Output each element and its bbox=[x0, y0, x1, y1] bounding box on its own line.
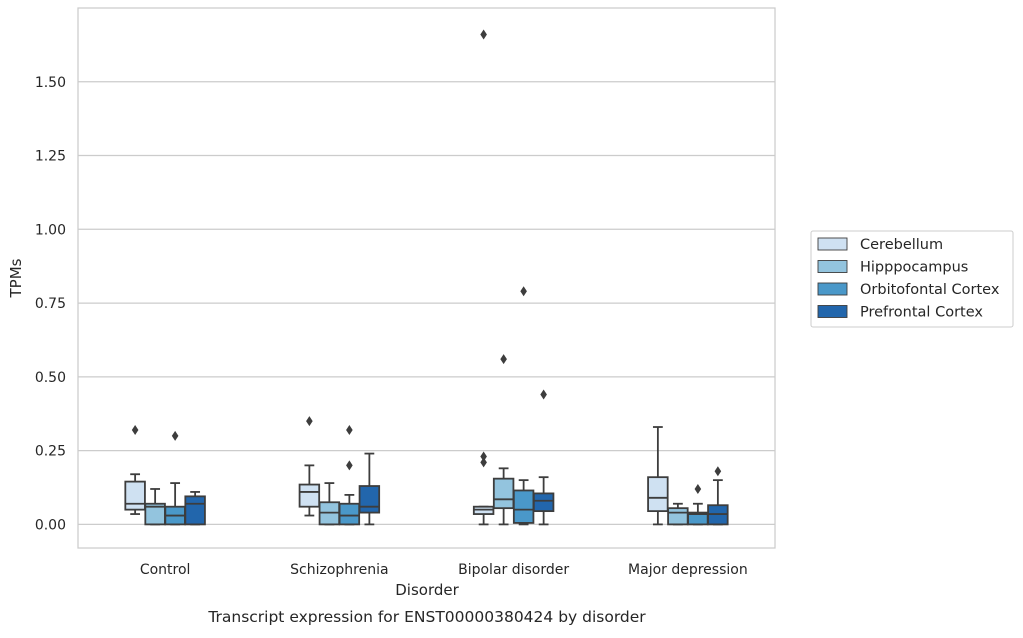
box-prefrontal-cortex bbox=[532, 389, 555, 526]
box-hipppocampus bbox=[667, 502, 689, 526]
y-tick-label: 1.25 bbox=[35, 149, 66, 165]
box-cerebellum bbox=[124, 424, 146, 515]
y-tick-label: 1.00 bbox=[35, 222, 66, 238]
box-iqr bbox=[358, 485, 381, 514]
outlier-point bbox=[520, 286, 527, 297]
legend-swatch bbox=[817, 305, 848, 318]
y-tick-label: 0.00 bbox=[35, 517, 66, 533]
y-tick-label: 0.75 bbox=[35, 296, 66, 312]
legend-label: Hipppocampus bbox=[860, 260, 968, 276]
x-tick-label: Control bbox=[140, 562, 191, 578]
x-tick-label: Schizophrenia bbox=[290, 562, 388, 578]
outlier-point bbox=[480, 451, 487, 462]
legend-frame bbox=[810, 230, 1014, 328]
x-tick-labels: Control Schizophrenia Bipolar disorder Majo… bbox=[140, 562, 748, 578]
outlier-point bbox=[131, 424, 139, 435]
outlier-point bbox=[540, 389, 547, 400]
x-axis-label: Disorder bbox=[395, 581, 459, 599]
outlier-point bbox=[480, 29, 487, 40]
y-tick-label: 0.25 bbox=[35, 444, 66, 460]
outlier-point bbox=[346, 424, 353, 435]
box-iqr bbox=[667, 507, 689, 526]
legend-items: Cerebellum Hipppocampus Orbitofontal Corte… bbox=[817, 237, 1000, 321]
box-cerebellum bbox=[472, 29, 495, 526]
chart-caption: Transcript expression for ENST0000038042… bbox=[207, 608, 646, 626]
y-tick-labels: 0.00 0.25 0.50 0.75 1.00 1.25 1.50 bbox=[35, 75, 66, 534]
x-tick-label: Major depression bbox=[628, 562, 748, 578]
x-tick-label: Bipolar disorder bbox=[458, 562, 569, 578]
legend-swatch bbox=[817, 282, 848, 296]
box-orbitofontal-cortex bbox=[687, 483, 709, 526]
box-orbitofontal-cortex bbox=[338, 424, 361, 526]
outlier-point bbox=[346, 460, 353, 471]
box-groups bbox=[124, 29, 729, 526]
plot-frame bbox=[77, 7, 776, 549]
y-tick-label: 0.50 bbox=[35, 370, 66, 386]
box-hipppocampus bbox=[318, 482, 341, 526]
legend-label: Orbitofontal Cortex bbox=[860, 282, 1000, 298]
outlier-point bbox=[306, 416, 313, 427]
legend: Cerebellum Hipppocampus Orbitofontal Corte… bbox=[810, 230, 1014, 328]
box-iqr bbox=[124, 480, 146, 511]
outlier-point bbox=[171, 430, 179, 441]
box-iqr bbox=[512, 489, 535, 524]
outlier-point bbox=[500, 354, 507, 365]
box-iqr bbox=[532, 492, 555, 513]
legend-swatch bbox=[817, 260, 848, 273]
legend-label: Cerebellum bbox=[860, 237, 943, 253]
box-prefrontal-cortex bbox=[707, 466, 729, 526]
y-tick-label: 1.50 bbox=[35, 75, 66, 91]
box-orbitofontal-cortex bbox=[512, 286, 535, 526]
box-prefrontal-cortex bbox=[184, 491, 206, 526]
outlier-point bbox=[694, 483, 702, 494]
box-cerebellum bbox=[647, 426, 669, 526]
box-iqr bbox=[184, 495, 206, 526]
legend-swatch bbox=[817, 237, 848, 251]
box-iqr bbox=[492, 477, 515, 510]
box-prefrontal-cortex bbox=[358, 452, 381, 526]
box-hipppocampus bbox=[144, 488, 166, 526]
legend-label: Prefrontal Cortex bbox=[860, 305, 983, 321]
y-axis-label: TPMs bbox=[7, 258, 25, 298]
box-hipppocampus bbox=[492, 354, 515, 526]
outlier-point bbox=[714, 466, 722, 477]
box-iqr bbox=[338, 502, 361, 526]
box-iqr bbox=[298, 483, 321, 508]
box-orbitofontal-cortex bbox=[164, 430, 186, 526]
grid-lines bbox=[78, 81, 775, 526]
box-iqr bbox=[647, 476, 669, 513]
outlier-point bbox=[480, 457, 487, 468]
box-cerebellum bbox=[298, 416, 321, 517]
